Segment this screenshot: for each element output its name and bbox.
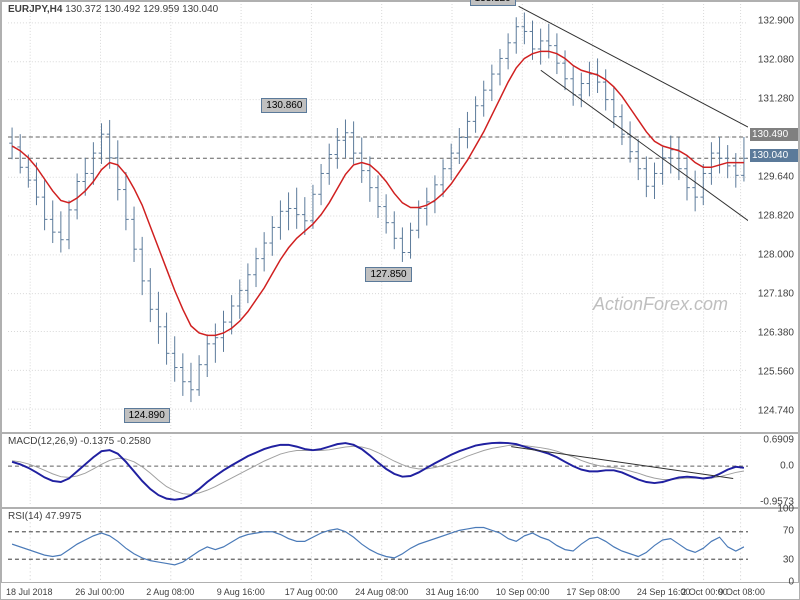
macd-values: -0.1375 -0.2580 — [80, 436, 151, 447]
macd-title: MACD(12,26,9) -0.1375 -0.2580 — [8, 436, 151, 447]
rsi-value: 47.9975 — [45, 511, 81, 522]
price-plot[interactable]: ActionForex.com — [8, 4, 748, 430]
macd-name: MACD(12,26,9) — [8, 436, 77, 447]
macd-panel[interactable]: MACD(12,26,9) -0.1375 -0.2580 -0.95730.0… — [1, 433, 799, 508]
price-y-axis: 124.740125.560126.380127.180128.000128.8… — [750, 2, 798, 432]
price-svg — [8, 4, 748, 430]
ohlc-l: 129.959 — [143, 4, 179, 15]
ohlc-c: 130.040 — [182, 4, 218, 15]
symbol-label: EURJPY,H4 — [8, 4, 62, 15]
rsi-y-axis: 03070100 — [750, 509, 798, 582]
time-axis: 18 Jul 201826 Jul 00:002 Aug 08:009 Aug … — [7, 583, 749, 599]
rsi-svg — [8, 511, 748, 580]
ohlc-h: 130.492 — [104, 4, 140, 15]
macd-y-axis: -0.95730.00.6909 — [750, 434, 798, 507]
rsi-title: RSI(14) 47.9975 — [8, 511, 81, 522]
rsi-plot[interactable] — [8, 511, 748, 580]
rsi-panel[interactable]: RSI(14) 47.9975 03070100 — [1, 508, 799, 583]
rsi-name: RSI(14) — [8, 511, 42, 522]
chart-title: EURJPY,H4 130.372 130.492 129.959 130.04… — [8, 4, 218, 15]
price-panel[interactable]: EURJPY,H4 130.372 130.492 129.959 130.04… — [1, 1, 799, 433]
forex-chart: EURJPY,H4 130.372 130.492 129.959 130.04… — [0, 0, 800, 600]
ohlc-o: 130.372 — [65, 4, 101, 15]
